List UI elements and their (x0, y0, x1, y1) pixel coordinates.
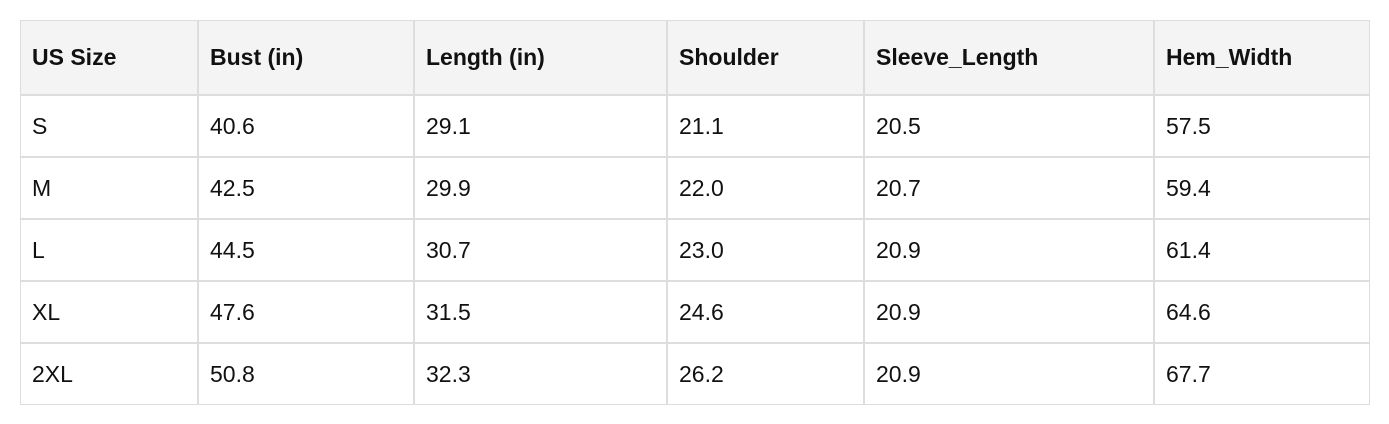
table-cell: 44.5 (198, 219, 414, 281)
table-cell: 24.6 (667, 281, 864, 343)
table-row: L 44.5 30.7 23.0 20.9 61.4 (20, 219, 1370, 281)
table-cell: 31.5 (414, 281, 667, 343)
table-cell: 30.7 (414, 219, 667, 281)
table-cell: 59.4 (1154, 157, 1370, 219)
table-body: S 40.6 29.1 21.1 20.5 57.5 M 42.5 29.9 22.0 20.7 59… (20, 95, 1370, 405)
column-header: Hem_Width (1154, 20, 1370, 95)
column-header: US Size (20, 20, 198, 95)
table-cell: 40.6 (198, 95, 414, 157)
table-cell: 20.9 (864, 343, 1154, 405)
table-cell: 22.0 (667, 157, 864, 219)
table-row: M 42.5 29.9 22.0 20.7 59.4 (20, 157, 1370, 219)
column-header: Bust (in) (198, 20, 414, 95)
table-row: S 40.6 29.1 21.1 20.5 57.5 (20, 95, 1370, 157)
table-cell: 23.0 (667, 219, 864, 281)
table-cell: 67.7 (1154, 343, 1370, 405)
table-cell: 20.5 (864, 95, 1154, 157)
table-cell: 50.8 (198, 343, 414, 405)
table-row: 2XL 50.8 32.3 26.2 20.9 67.7 (20, 343, 1370, 405)
table-cell: 26.2 (667, 343, 864, 405)
table-cell: 20.9 (864, 281, 1154, 343)
table-cell: 29.9 (414, 157, 667, 219)
table-header: US Size Bust (in) Length (in) Shoulder Sleev… (20, 20, 1370, 95)
column-header: Length (in) (414, 20, 667, 95)
table-cell: 32.3 (414, 343, 667, 405)
table-cell: 21.1 (667, 95, 864, 157)
column-header: Shoulder (667, 20, 864, 95)
size-table: US Size Bust (in) Length (in) Shoulder Sleev… (20, 20, 1370, 405)
table-cell: 29.1 (414, 95, 667, 157)
table-cell: XL (20, 281, 198, 343)
table-cell: S (20, 95, 198, 157)
table-row: XL 47.6 31.5 24.6 20.9 64.6 (20, 281, 1370, 343)
column-header: Sleeve_Length (864, 20, 1154, 95)
table-cell: M (20, 157, 198, 219)
table-cell: 61.4 (1154, 219, 1370, 281)
table-cell: 47.6 (198, 281, 414, 343)
header-row: US Size Bust (in) Length (in) Shoulder Sleev… (20, 20, 1370, 95)
table-cell: 57.5 (1154, 95, 1370, 157)
table-cell: 64.6 (1154, 281, 1370, 343)
table-cell: L (20, 219, 198, 281)
table-cell: 42.5 (198, 157, 414, 219)
table-cell: 20.7 (864, 157, 1154, 219)
table-cell: 2XL (20, 343, 198, 405)
table-cell: 20.9 (864, 219, 1154, 281)
